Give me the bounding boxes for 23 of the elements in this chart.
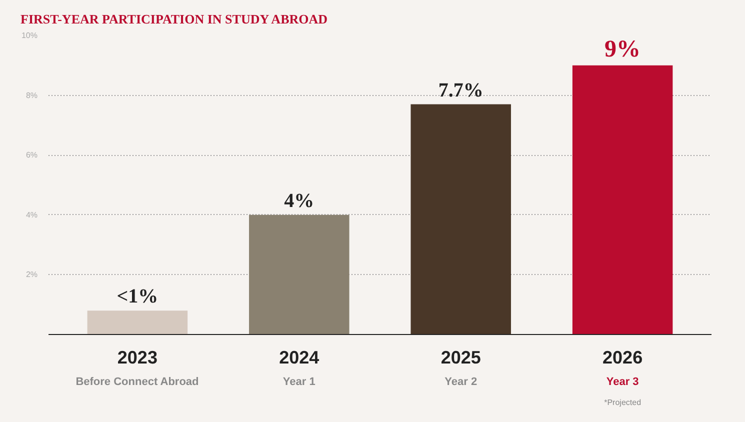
y-tick-label: 6%	[26, 150, 38, 160]
text: *Projected	[604, 398, 642, 408]
bar	[572, 65, 673, 334]
x-tick-label: 2025	[440, 348, 481, 368]
data-label: 4%	[284, 190, 314, 212]
y-tick-label: 10%	[21, 31, 38, 40]
x-tick-label: 2026	[602, 348, 643, 368]
bar	[410, 104, 511, 334]
chart-title: FIRST-YEAR PARTICIPATION IN STUDY ABROAD	[20, 12, 328, 26]
text: Year 3	[606, 376, 639, 388]
y-tick-label: 8%	[26, 90, 38, 100]
data-label: 9%	[604, 36, 641, 62]
bar	[249, 214, 350, 334]
x-tick-label: 2024	[279, 348, 320, 368]
x-tick-label: 2023	[117, 348, 158, 368]
y-tick-label: 2%	[26, 270, 38, 280]
data-label: <1%	[116, 286, 158, 308]
data-label: 7.7%	[438, 79, 484, 102]
text: Year 1	[282, 376, 316, 388]
y-tick-label: 4%	[26, 210, 38, 220]
text: Year 2	[444, 376, 478, 388]
text: Before Connect Abroad	[76, 376, 199, 388]
bar	[87, 310, 188, 334]
